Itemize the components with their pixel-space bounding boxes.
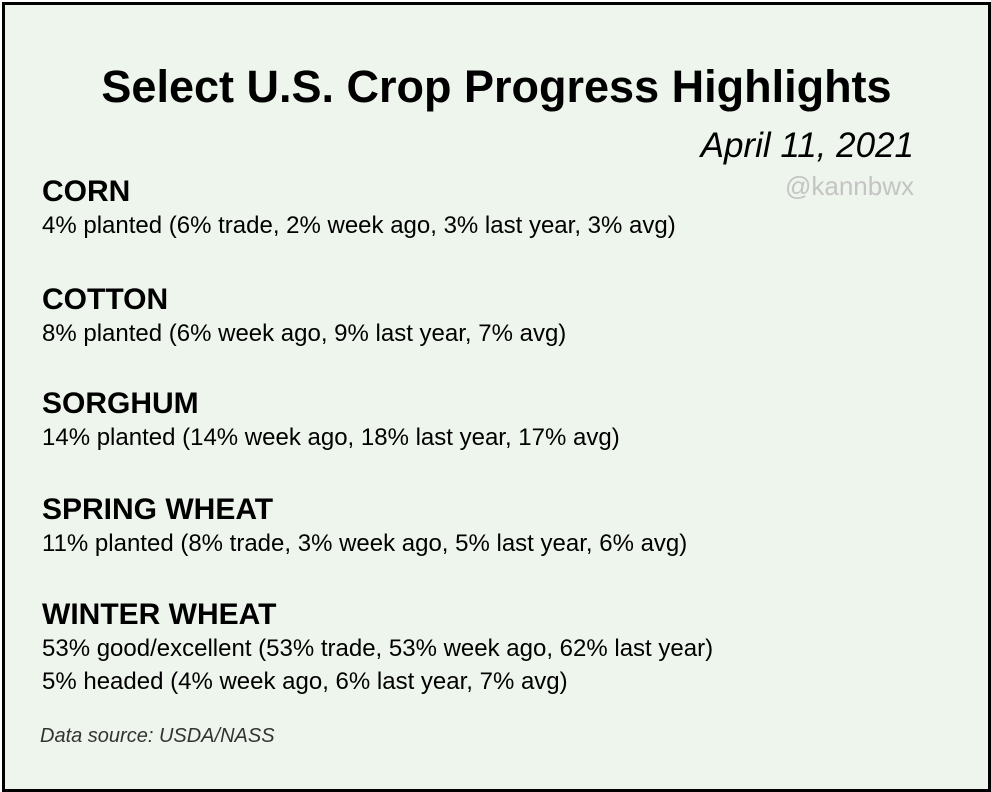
crop-name-sorghum: SORGHUM (42, 387, 199, 420)
report-date: April 11, 2021 (700, 126, 914, 165)
crop-name-spring-wheat: SPRING WHEAT (42, 493, 274, 526)
page-title: Select U.S. Crop Progress Highlights (101, 61, 892, 112)
section-cotton: COTTON 8% planted (6% week ago, 9% last … (42, 283, 566, 350)
crop-stat-line: 8% planted (6% week ago, 9% last year, 7… (42, 320, 567, 347)
crop-stat-line: 14% planted (14% week ago, 18% last year… (42, 424, 620, 451)
section-winter-wheat: WINTER WHEAT 53% good/excellent (53% tra… (42, 598, 713, 698)
crop-stat-line: 11% planted (8% trade, 3% week ago, 5% l… (42, 530, 688, 557)
crop-stat-line: 5% headed (4% week ago, 6% last year, 7%… (42, 668, 568, 695)
section-corn: CORN 4% planted (6% trade, 2% week ago, … (42, 175, 676, 242)
data-source-note: Data source: USDA/NASS (40, 725, 275, 747)
crop-name-corn: CORN (42, 175, 131, 208)
section-sorghum: SORGHUM 14% planted (14% week ago, 18% l… (42, 387, 620, 454)
crop-stat-line: 4% planted (6% trade, 2% week ago, 3% la… (42, 212, 676, 239)
section-spring-wheat: SPRING WHEAT 11% planted (8% trade, 3% w… (42, 493, 687, 560)
crop-stat-line: 53% good/excellent (53% trade, 53% week … (42, 635, 714, 662)
crop-name-cotton: COTTON (42, 283, 169, 316)
crop-name-winter-wheat: WINTER WHEAT (42, 598, 277, 631)
author-handle: @kannbwx (784, 171, 914, 201)
